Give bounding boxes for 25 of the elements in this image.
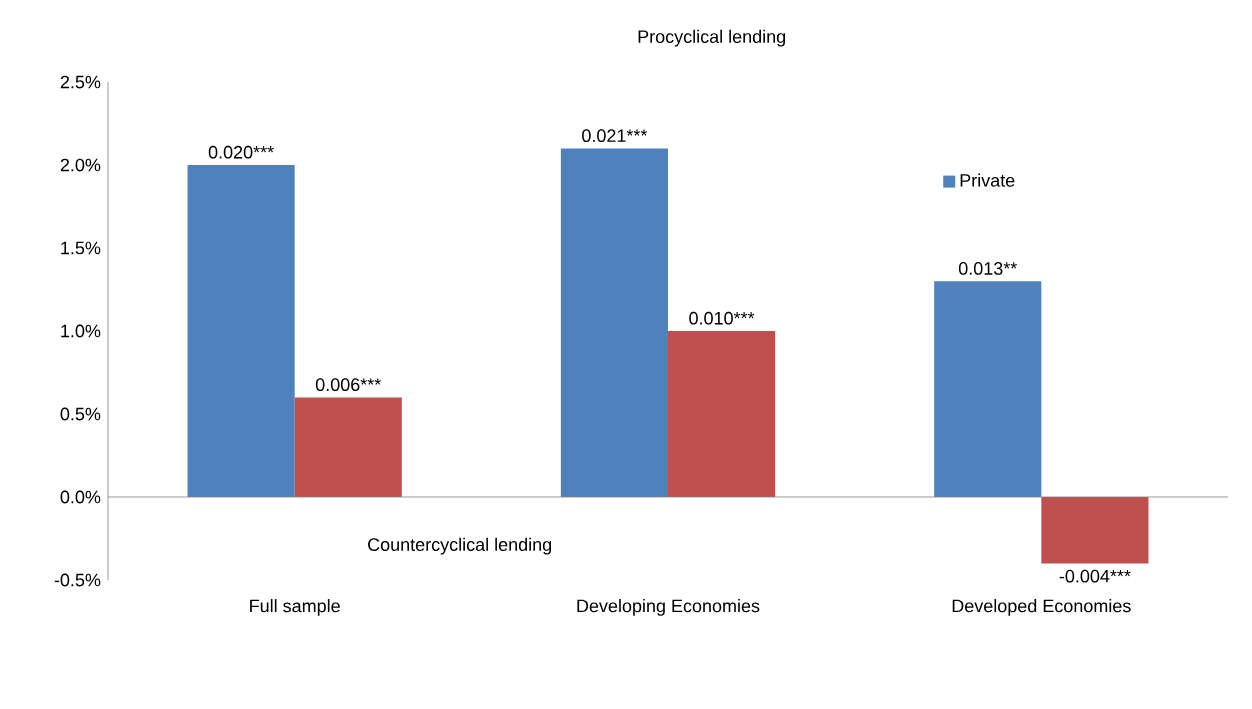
data-label: 0.021*** xyxy=(582,129,648,143)
bar xyxy=(668,331,776,497)
y-tick-label: 1.5% xyxy=(61,241,101,255)
bar xyxy=(934,281,1042,497)
bar xyxy=(294,397,402,497)
y-tick-label: -0.5% xyxy=(54,573,101,587)
data-label: 0.006*** xyxy=(315,378,381,392)
x-tick-label: Full sample xyxy=(250,599,340,616)
bar xyxy=(187,165,295,497)
y-tick-label: 1.0% xyxy=(61,324,101,338)
x-tick-label: Developing Economies xyxy=(577,599,760,616)
data-label: 0.013** xyxy=(958,262,1017,275)
data-label: 0.020*** xyxy=(208,145,274,159)
y-tick-label: 2.0% xyxy=(60,158,101,172)
bar xyxy=(1041,497,1149,564)
legend-label: Private xyxy=(960,173,1015,187)
text: Procyclical lending xyxy=(638,29,786,47)
x-tick-label: Developed Economies xyxy=(952,599,1131,616)
data-label: -0.004*** xyxy=(1059,569,1131,583)
bar xyxy=(560,148,668,497)
y-tick-label: 0.5% xyxy=(60,407,101,421)
data-label: 0.010*** xyxy=(689,311,755,325)
y-tick-label: 0.0% xyxy=(60,490,101,504)
y-tick-label: 2.5% xyxy=(60,75,101,89)
annotation: Countercyclical lending xyxy=(368,537,552,555)
